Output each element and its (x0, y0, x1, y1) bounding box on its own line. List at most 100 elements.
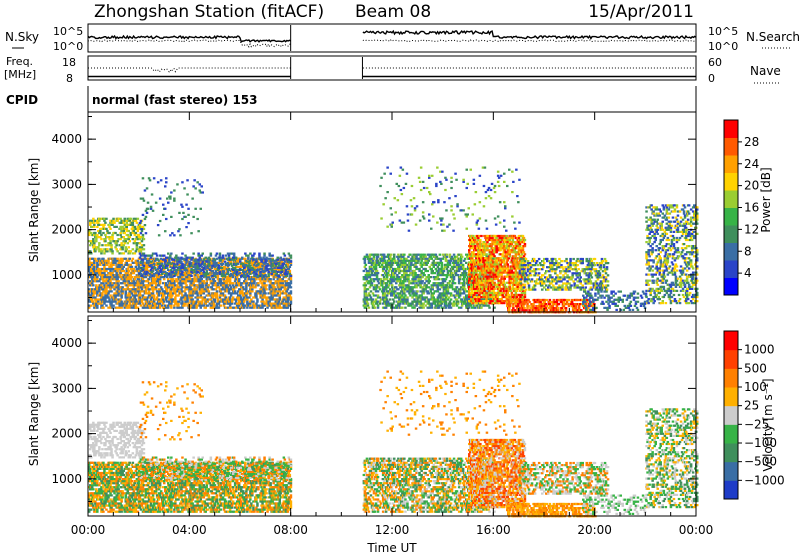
data-cell (446, 284, 449, 286)
data-cell (268, 253, 271, 255)
data-cell (409, 254, 412, 256)
data-cell (427, 262, 430, 264)
data-cell (134, 296, 137, 298)
data-cell (236, 271, 239, 273)
data-cell (230, 294, 233, 296)
data-cell (260, 259, 263, 261)
data-cell (129, 220, 132, 222)
data-cell (119, 218, 122, 220)
data-cell (105, 305, 108, 307)
data-cell (116, 234, 119, 236)
data-cell (227, 265, 230, 267)
data-cell (383, 276, 386, 278)
data-cell (206, 282, 209, 284)
data-cell (289, 273, 292, 275)
data-cell (464, 258, 467, 260)
data-cell (366, 254, 369, 256)
data-cell (420, 294, 423, 296)
data-cell (366, 301, 369, 303)
data-cell (94, 250, 97, 252)
data-cell (208, 257, 211, 259)
data-cell (128, 280, 131, 282)
data-cell (408, 292, 411, 294)
data-cell (445, 303, 448, 305)
data-cell (104, 222, 107, 224)
data-cell (247, 257, 250, 259)
data-cell (207, 288, 210, 290)
data-cell (175, 271, 178, 273)
data-cell (142, 282, 145, 284)
data-cell (404, 307, 407, 309)
noise-left-bottom-tick: 10^0 (53, 40, 83, 53)
data-cell (130, 274, 133, 276)
data-cell (104, 234, 107, 236)
data-cell (166, 290, 169, 292)
data-cell (116, 270, 119, 272)
data-cell (422, 303, 425, 305)
data-cell (104, 298, 107, 300)
data-cell (407, 278, 410, 280)
data-cell (135, 232, 138, 234)
data-cell (131, 276, 134, 278)
data-cell (96, 278, 99, 280)
data-cell (101, 294, 104, 296)
data-cell (420, 270, 423, 272)
data-cell (409, 268, 412, 270)
data-cell (257, 269, 260, 271)
data-cell (159, 280, 162, 282)
data-cell (246, 298, 249, 300)
data-cell (239, 294, 242, 296)
data-cell (272, 278, 275, 280)
data-cell (125, 246, 128, 248)
data-cell (89, 244, 92, 246)
data-cell (460, 254, 463, 256)
data-cell (115, 244, 118, 246)
data-cell (220, 259, 223, 261)
data-cell (254, 286, 257, 288)
data-cell (214, 280, 217, 282)
data-cell (163, 278, 166, 280)
data-cell (99, 264, 102, 266)
data-cell (447, 290, 450, 292)
data-cell (136, 222, 139, 224)
data-cell (433, 296, 436, 298)
data-cell (127, 272, 130, 274)
data-cell (454, 282, 457, 284)
data-cell (173, 267, 176, 269)
data-cell (123, 252, 126, 254)
data-cell (452, 280, 455, 282)
data-cell (165, 273, 168, 275)
data-cell (441, 266, 444, 268)
freq-traces (88, 57, 696, 79)
data-cell (364, 260, 367, 262)
data-cell (229, 305, 232, 307)
data-cell (170, 305, 173, 307)
data-cell (232, 276, 235, 278)
data-cell (224, 266, 227, 268)
data-cell (188, 261, 191, 263)
data-cell (177, 288, 180, 290)
data-cell (453, 301, 456, 303)
data-cell (379, 296, 382, 298)
data-cell (285, 265, 288, 267)
data-cell (146, 271, 149, 273)
data-cell (258, 255, 261, 257)
data-cell (170, 296, 173, 298)
data-cell (375, 288, 378, 290)
data-cell (217, 284, 220, 286)
data-cell (402, 282, 405, 284)
data-cell (192, 269, 195, 271)
data-cell (454, 258, 457, 260)
data-cell (203, 267, 206, 269)
data-cell (442, 272, 445, 274)
data-cell (134, 278, 137, 280)
power-scatter-cells (88, 167, 699, 314)
data-cell (153, 275, 156, 277)
data-cell (455, 272, 458, 274)
data-cell (213, 278, 216, 280)
data-cell (267, 275, 270, 277)
data-cell (382, 280, 385, 282)
nsearch-label: N.Search (746, 30, 800, 44)
data-cell (374, 307, 377, 309)
data-cell (209, 278, 212, 280)
